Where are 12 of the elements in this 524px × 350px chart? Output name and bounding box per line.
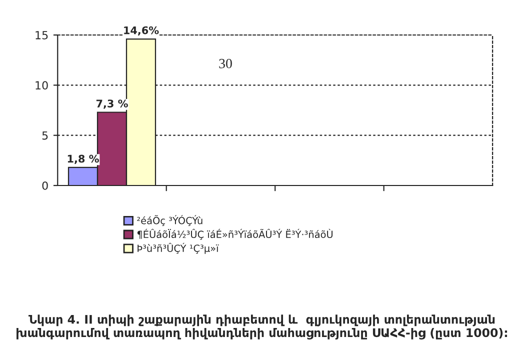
- legend-label: Þ³ù³ñ³ÛÇÝ ¹Ç³µ»ï: [138, 242, 219, 254]
- y-tick-label: 0: [42, 181, 48, 190]
- annotation: 30: [219, 58, 232, 68]
- y-tick-label: 5: [42, 131, 48, 140]
- data-label: 14,6%: [124, 26, 159, 36]
- text: Նկար 4. II տիպի շաքարային դիաբետով և գլյուկոզայի տոլերանտության խանգարումով տառապող հիվանդների մահացությունը ՍԱՀՀ-ից (ըստ 1000):: [16, 314, 508, 340]
- data-label: 1,8 %: [68, 154, 99, 164]
- y-tick-label: 10: [36, 81, 48, 90]
- legend-label: ²éáÕç ³ÝÓÇÝù: [137, 215, 202, 226]
- data-label: 7,3 %: [96, 100, 128, 109]
- y-tick-label: 15: [36, 31, 48, 40]
- legend-label: ¶ÉÛáõÏá½³ÛÇ ïáÉ»ñ³ÝïáõÃÛ³Ý Ë³Ý·³ñáõÙ: [137, 228, 333, 240]
